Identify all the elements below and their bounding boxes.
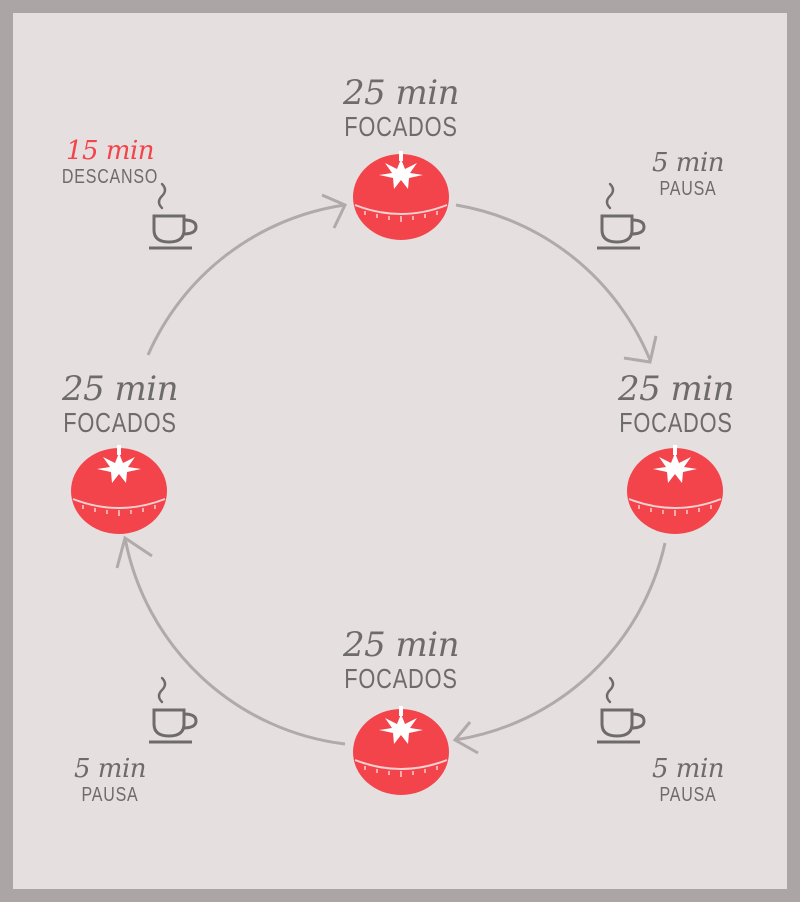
focus-word: FOCADOS (619, 407, 733, 438)
long-break-time: 15 min (65, 136, 155, 166)
break-label-bottom-right: 5 min PAUSA (651, 754, 725, 806)
tomato-timer-icon (70, 444, 168, 535)
arrow-top-to-right (455, 203, 652, 361)
tomato-timer-icon (352, 705, 450, 796)
tomato-timer-icon (626, 444, 724, 535)
arrow-bottom-to-left (123, 537, 346, 746)
focus-time: 25 min (342, 73, 460, 113)
arrow-right-to-bottom (454, 542, 667, 742)
coffee-cup-icon (595, 676, 646, 744)
break-label-top-right: 5 min PAUSA (651, 148, 725, 200)
focus-label-left: 25 min FOCADOS (47, 372, 192, 437)
arrowhead-bottom (452, 721, 479, 755)
tomato-timer-icon (352, 150, 450, 241)
focus-label-top: 25 min FOCADOS (328, 76, 473, 141)
cycle-arrows (115, 193, 667, 755)
break-word: PAUSA (659, 784, 717, 806)
focus-word: FOCADOS (344, 663, 458, 694)
focus-word: FOCADOS (344, 111, 458, 142)
focus-word: FOCADOS (63, 407, 177, 438)
arrowhead-top (321, 193, 348, 229)
break-time: 5 min (651, 148, 725, 178)
coffee-cup-icon (147, 182, 198, 250)
break-word: PAUSA (659, 178, 717, 200)
break-word: PAUSA (81, 784, 139, 806)
break-time: 5 min (73, 754, 147, 784)
focus-label-right: 25 min FOCADOS (603, 372, 748, 437)
arrow-left-to-top (146, 203, 346, 356)
focus-time: 25 min (61, 369, 179, 409)
focus-time: 25 min (617, 369, 735, 409)
focus-time: 25 min (342, 625, 460, 665)
focus-label-bottom: 25 min FOCADOS (328, 628, 473, 693)
coffee-cup-icon (147, 676, 198, 744)
arrowhead-right (623, 335, 658, 364)
arrowhead-left (115, 535, 153, 569)
long-break-label: 15 min DESCANSO (50, 138, 170, 187)
break-label-bottom-left: 5 min PAUSA (73, 754, 147, 806)
coffee-cup-icon (595, 182, 646, 250)
break-time: 5 min (651, 754, 725, 784)
long-break-word: DESCANSO (61, 166, 159, 188)
